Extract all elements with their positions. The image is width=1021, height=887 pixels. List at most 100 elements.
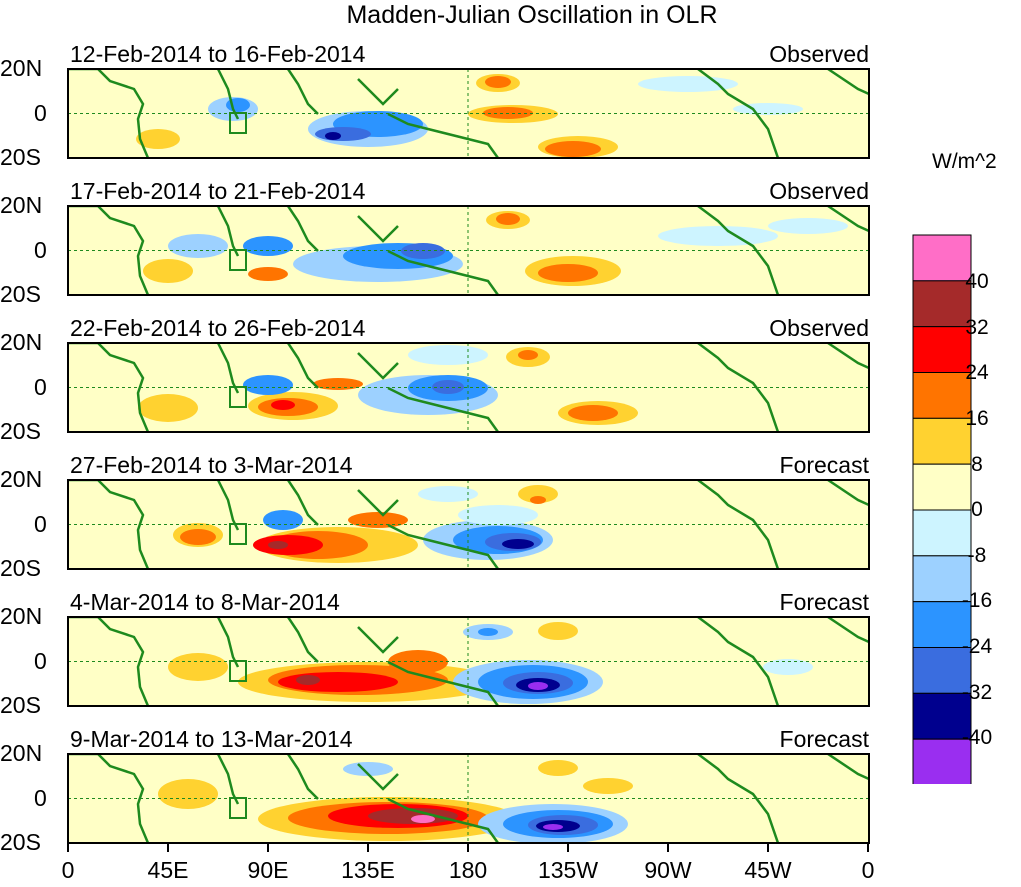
olr-anomaly [168, 653, 228, 681]
coastline [286, 754, 319, 800]
map-panel [67, 205, 870, 296]
olr-anomaly [411, 815, 435, 823]
olr-anomaly [248, 267, 288, 281]
olr-anomaly [768, 218, 848, 234]
panel-1-type: Observed [769, 41, 869, 67]
olr-anomaly [884, 409, 912, 421]
coastline [357, 352, 399, 380]
olr-anomaly [243, 375, 293, 395]
lat-label-20s: 20S [0, 829, 41, 855]
colorbar-label: -32 [961, 681, 993, 704]
coastline [697, 343, 780, 432]
lat-label-eq: 0 [34, 237, 47, 263]
coastline [387, 660, 500, 706]
colorbar-label: 40 [965, 270, 989, 293]
olr-anomaly [502, 539, 534, 549]
lon-label-180: 180 [448, 857, 488, 883]
olr-anomaly [478, 628, 498, 636]
colorbar [912, 234, 972, 784]
lat-label-eq: 0 [34, 648, 47, 674]
olr-anomaly [763, 659, 813, 675]
lat-label-20n: 20N [0, 329, 43, 355]
coastline [827, 480, 869, 507]
olr-anomaly [543, 824, 563, 830]
colorbar-label: 16 [965, 407, 989, 430]
olr-anomaly [528, 682, 548, 690]
lat-label-20s: 20S [0, 555, 41, 581]
colorbar-label: 0 [971, 498, 983, 521]
olr-anomaly [243, 236, 293, 256]
lat-label-20n: 20N [0, 603, 43, 629]
coastline [357, 763, 399, 791]
olr-anomaly [518, 485, 558, 503]
coastline [357, 489, 399, 517]
colorbar-label: -8 [967, 544, 987, 567]
olr-anomaly [518, 350, 538, 360]
lat-label-20n: 20N [0, 55, 43, 81]
colorbar-label: -24 [961, 635, 993, 658]
olr-anomaly [168, 234, 228, 258]
colorbar-swatch [912, 463, 972, 511]
lat-label-20s: 20S [0, 418, 41, 444]
coastline [357, 215, 399, 243]
lon-label-45w: 45W [744, 857, 792, 883]
coastline [387, 386, 500, 432]
panel-1-period: 12-Feb-2014 to 16-Feb-2014 [70, 41, 366, 67]
coastline [827, 69, 869, 96]
map-panel [67, 753, 870, 844]
colorbar-swatch [912, 738, 972, 784]
panel-6-type: Forecast [779, 726, 869, 752]
coastline [387, 797, 500, 843]
panel-frame [67, 342, 870, 433]
olr-anomaly [568, 405, 618, 421]
colorbar-swatch [912, 417, 972, 465]
colorbar-swatch [912, 372, 972, 419]
olr-anomaly [530, 496, 546, 504]
olr-anomaly [180, 529, 216, 545]
olr-anomaly [538, 264, 598, 282]
olr-anomaly [658, 226, 778, 246]
olr-anomaly [271, 400, 295, 410]
olr-anomaly [545, 141, 601, 157]
lat-label-20n: 20N [0, 740, 43, 766]
coastline [697, 480, 780, 569]
colorbar-label: 32 [965, 316, 989, 339]
coastline [68, 206, 150, 295]
olr-anomaly [538, 622, 578, 640]
coastline [827, 617, 869, 644]
olr-anomaly [315, 127, 371, 141]
coastline [68, 754, 150, 843]
olr-anomaly [278, 672, 398, 692]
lat-label-20s: 20S [0, 144, 41, 170]
coastline [697, 754, 780, 843]
coastline [68, 480, 150, 569]
coastline [827, 206, 869, 233]
olr-anomaly [538, 760, 578, 776]
lat-label-eq: 0 [34, 374, 47, 400]
map-panel [67, 342, 912, 433]
coastline [697, 69, 780, 158]
colorbar-swatch [912, 647, 972, 694]
lat-label-20s: 20S [0, 692, 41, 718]
panel-3-type: Observed [769, 315, 869, 341]
colorbar-label: -40 [961, 726, 993, 749]
panel-2-period: 17-Feb-2014 to 21-Feb-2014 [70, 178, 366, 204]
olr-anomaly [733, 103, 803, 115]
coastline [827, 754, 869, 781]
map-panel [67, 479, 870, 570]
coastline [697, 617, 780, 706]
lon-label-45e: 45E [147, 857, 189, 883]
panel-2-type: Observed [769, 178, 869, 204]
panel-5-type: Forecast [779, 589, 869, 615]
olr-anomaly [325, 132, 341, 140]
lat-label-20n: 20N [0, 466, 43, 492]
olr-anomaly [263, 510, 303, 530]
lat-label-20s: 20S [0, 281, 41, 307]
coastline [286, 206, 319, 252]
colorbar-swatch [912, 555, 972, 603]
coastline [68, 343, 150, 432]
map-panel [67, 68, 870, 159]
olr-anomaly [138, 394, 198, 422]
coastline [286, 343, 319, 389]
panel-frame [67, 616, 870, 707]
